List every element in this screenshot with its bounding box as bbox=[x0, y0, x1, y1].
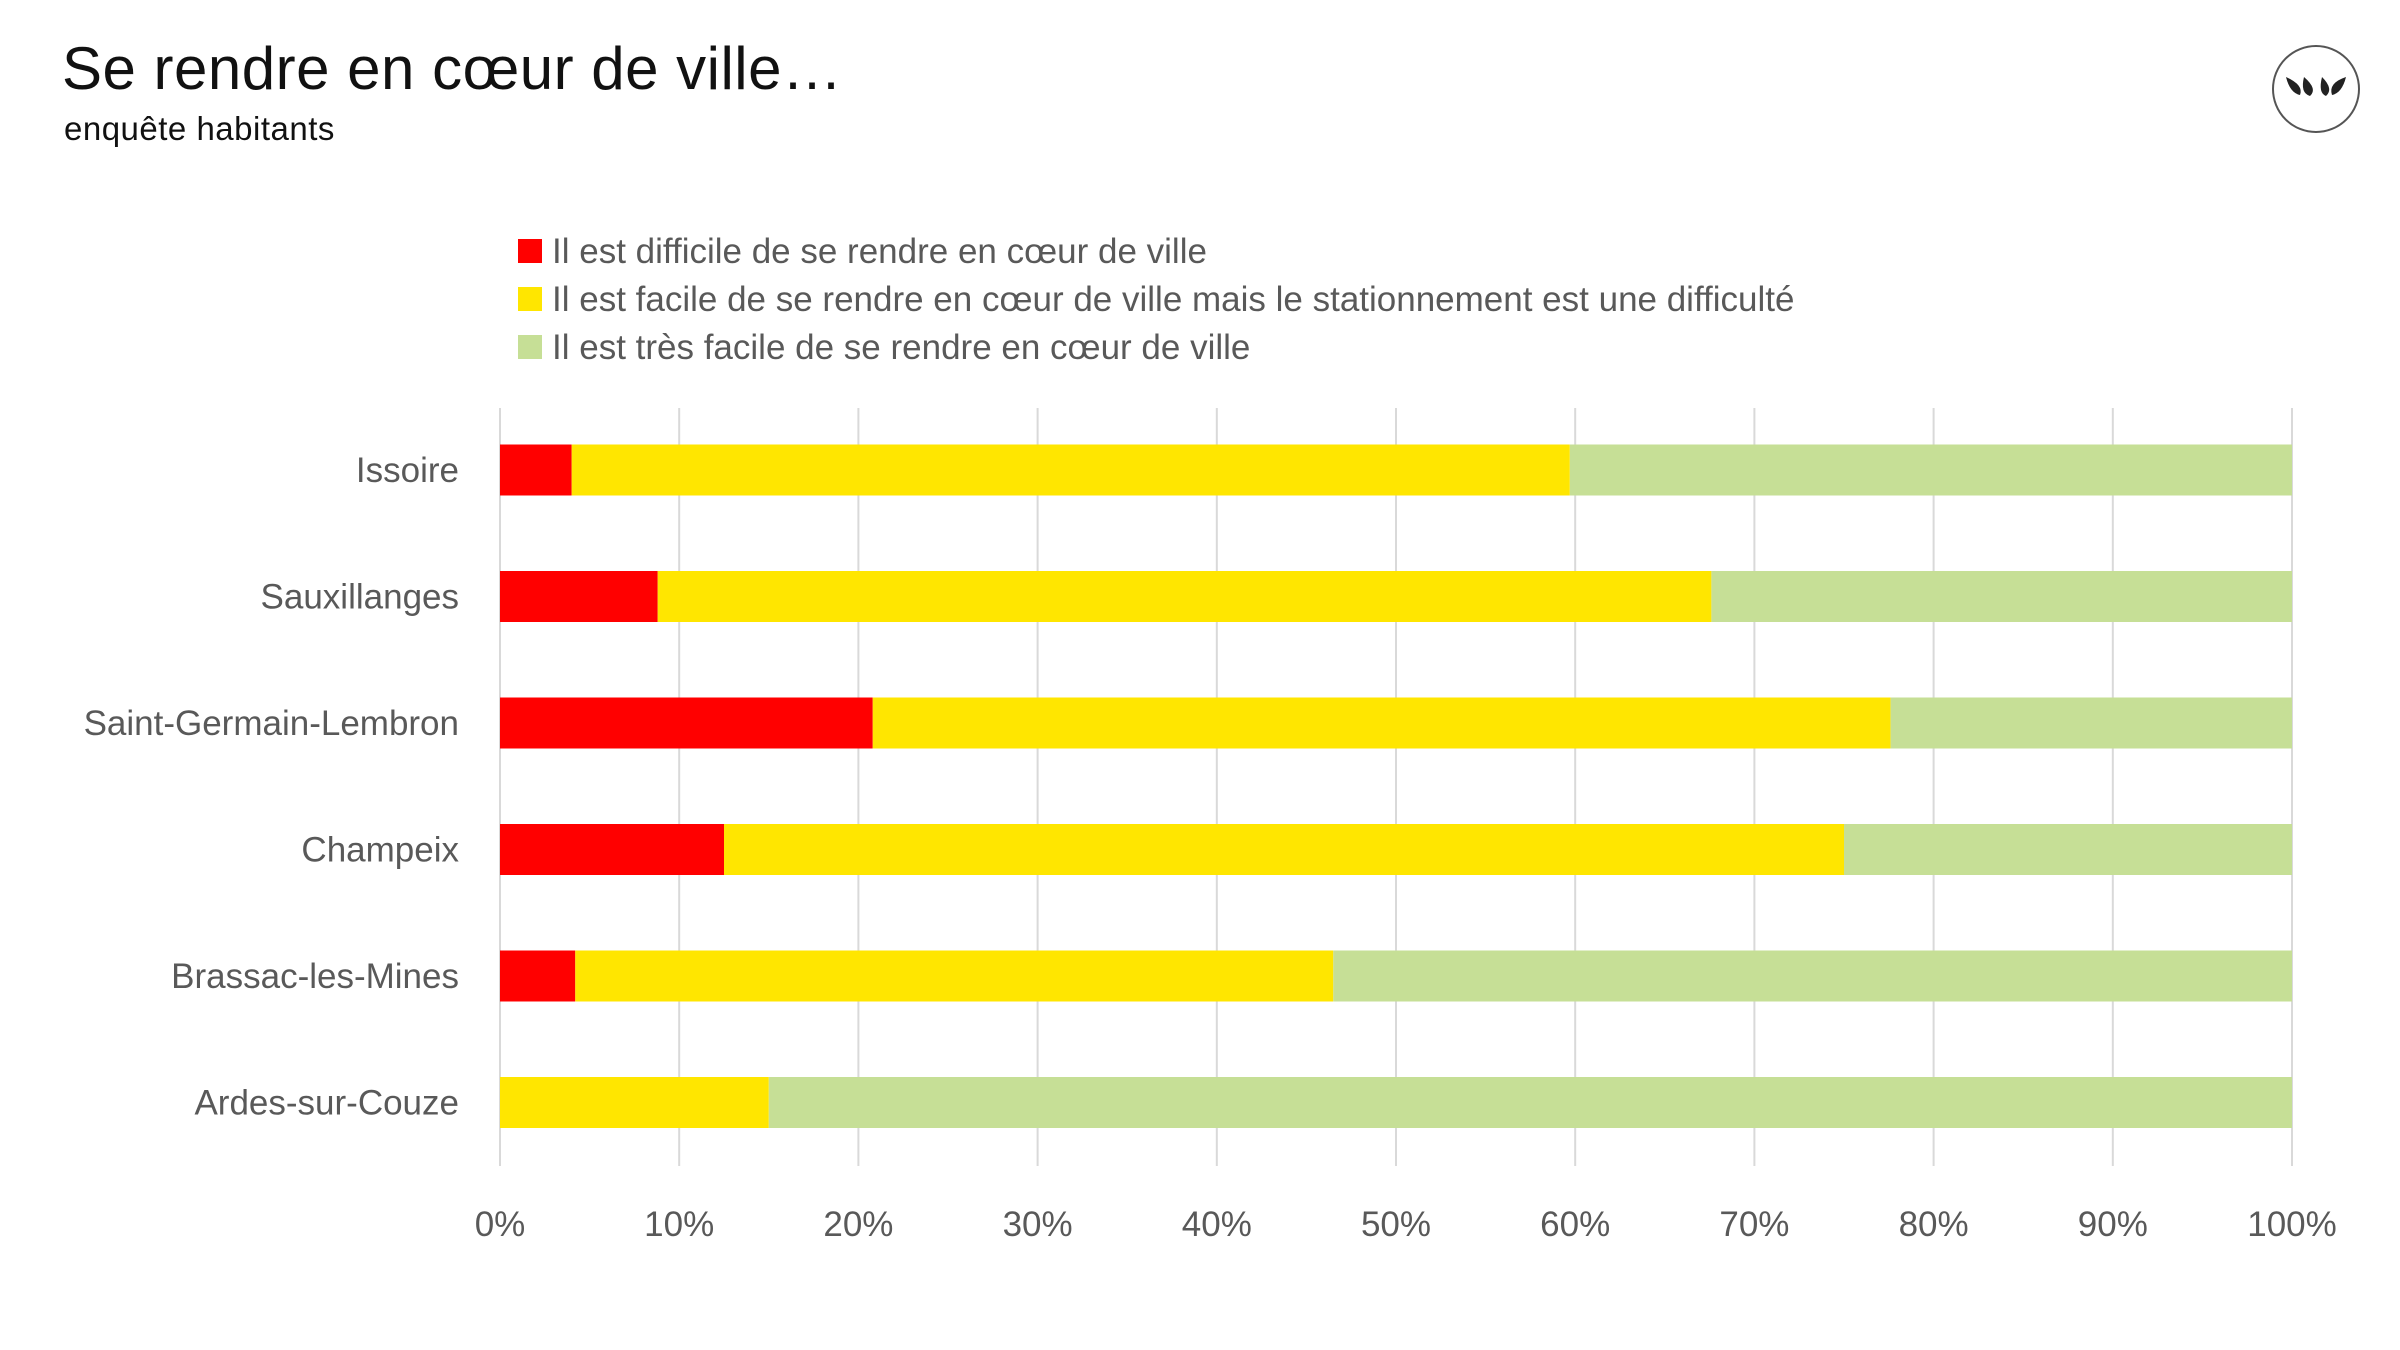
category-label: Issoire bbox=[356, 451, 459, 490]
bar-1-series-3 bbox=[1569, 444, 2292, 496]
x-tick-label: 40% bbox=[1182, 1205, 1252, 1244]
logo-leaves-graphic bbox=[2286, 77, 2346, 96]
bars bbox=[500, 444, 2292, 1128]
leaves-logo-icon bbox=[2272, 45, 2360, 133]
bar-4-series-1 bbox=[500, 824, 724, 875]
category-label: Sauxillanges bbox=[261, 578, 459, 617]
x-tick-label: 80% bbox=[1899, 1205, 1969, 1244]
bar-4-series-3 bbox=[1844, 824, 2292, 875]
bar-3-series-2 bbox=[872, 697, 1891, 749]
category-label: Champeix bbox=[301, 831, 459, 870]
x-tick-label: 70% bbox=[1719, 1205, 1789, 1244]
bar-3-series-3 bbox=[1890, 697, 2292, 749]
legend-label-3: Il est très facile de se rendre en cœur … bbox=[552, 328, 1250, 367]
category-label: Ardes-sur-Couze bbox=[194, 1084, 459, 1123]
legend-swatch-2 bbox=[518, 287, 542, 311]
category-label: Brassac-les-Mines bbox=[171, 957, 459, 996]
x-tick-label: 0% bbox=[475, 1205, 526, 1244]
x-axis-labels: 0% 10% 20% 30% 40% 50% 60% 70% 80% 90% 100% bbox=[475, 1205, 2337, 1244]
gridlines bbox=[499, 408, 2293, 1166]
bar-6-series-2 bbox=[500, 1077, 769, 1128]
x-tick-label: 30% bbox=[1003, 1205, 1073, 1244]
x-tick-label: 90% bbox=[2078, 1205, 2148, 1244]
page-subtitle: enquête habitants bbox=[64, 110, 335, 147]
category-label: Saint-Germain-Lembron bbox=[84, 704, 459, 743]
legend-label-1: Il est difficile de se rendre en cœur de… bbox=[552, 232, 1207, 271]
x-tick-label: 60% bbox=[1540, 1205, 1610, 1244]
legend-swatch-1 bbox=[518, 239, 542, 263]
bar-1-series-2 bbox=[571, 444, 1570, 496]
x-tick-label: 100% bbox=[2247, 1205, 2337, 1244]
bar-2-series-3 bbox=[1711, 571, 2292, 622]
x-tick-label: 50% bbox=[1361, 1205, 1431, 1244]
bar-5-series-2 bbox=[575, 950, 1334, 1002]
page-title: Se rendre en cœur de ville… bbox=[62, 35, 843, 102]
bar-5-series-3 bbox=[1333, 950, 2292, 1002]
bar-1-series-1 bbox=[500, 444, 572, 496]
legend-swatch-3 bbox=[518, 335, 542, 359]
bar-2-series-1 bbox=[500, 571, 658, 622]
y-axis-labels: Issoire Sauxillanges Saint-Germain-Lembron… bbox=[84, 451, 460, 1123]
bar-4-series-2 bbox=[724, 824, 1844, 875]
bar-2-series-2 bbox=[657, 571, 1712, 622]
legend-label-2: Il est facile de se rendre en cœur de vi… bbox=[552, 280, 1794, 319]
legend: Il est difficile de se rendre en cœur de… bbox=[518, 232, 1794, 367]
x-tick-label: 10% bbox=[644, 1205, 714, 1244]
bar-3-series-1 bbox=[500, 697, 873, 749]
bar-5-series-1 bbox=[500, 950, 576, 1002]
bar-6-series-3 bbox=[768, 1077, 2292, 1128]
x-tick-label: 20% bbox=[823, 1205, 893, 1244]
